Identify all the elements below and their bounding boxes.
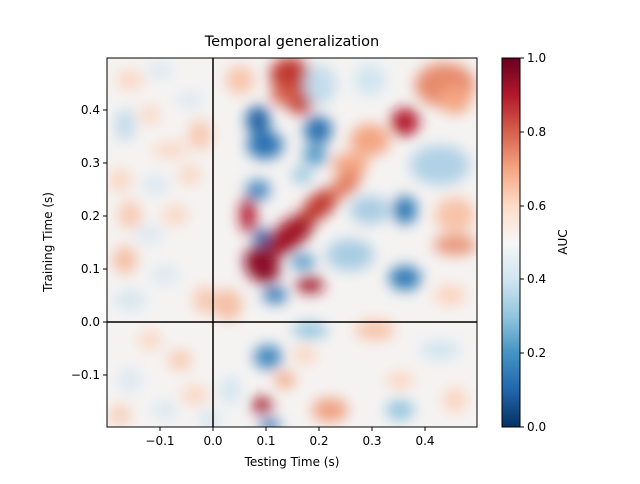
x-axis-ticks <box>159 427 426 431</box>
y-axis-ticks <box>103 109 107 376</box>
colorbar-label: AUC <box>556 229 570 255</box>
y-tick-label: −0.1 <box>70 368 100 382</box>
heatmap <box>107 58 477 427</box>
x-tick-label: 0.1 <box>256 434 276 448</box>
x-tick-label: −0.1 <box>145 434 175 448</box>
colorbar-tick-label: 0.2 <box>527 346 547 360</box>
colorbar-tick-label: 1.0 <box>527 51 547 65</box>
colorbar <box>501 57 521 428</box>
x-axis-label: Testing Time (s) <box>244 455 340 469</box>
x-tick-label: 0.3 <box>362 434 382 448</box>
colorbar-tick-label: 0.6 <box>527 199 547 213</box>
colorbar-tick-label: 0.4 <box>527 272 547 286</box>
chart-title: Temporal generalization <box>204 34 380 50</box>
colorbar-tick-label: 0.8 <box>527 125 547 139</box>
colorbar-tick-label: 0.0 <box>527 420 547 434</box>
y-tick-label: 0.0 <box>80 315 100 329</box>
x-tick-label: 0.4 <box>415 434 435 448</box>
x-tick-label: 0.2 <box>309 434 329 448</box>
y-tick-label: 0.3 <box>80 156 100 170</box>
y-tick-label: 0.2 <box>80 209 100 223</box>
y-axis-label: Training Time (s) <box>41 192 55 292</box>
axes-frame <box>106 57 478 428</box>
y-tick-label: 0.4 <box>80 103 100 117</box>
y-tick-label: 0.1 <box>80 262 100 276</box>
colorbar-ticks <box>520 57 524 428</box>
x-tick-label: 0.0 <box>203 434 223 448</box>
